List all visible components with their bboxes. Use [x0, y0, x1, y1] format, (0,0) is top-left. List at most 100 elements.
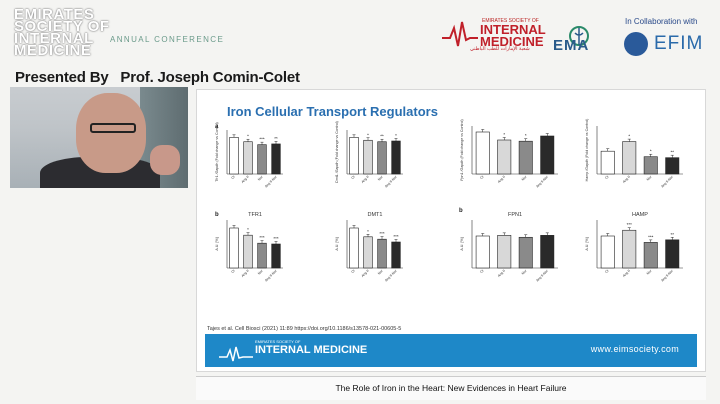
significance-label: *: [503, 132, 505, 137]
collaboration-label: In Collaboration with: [625, 17, 698, 26]
bar: [475, 235, 490, 269]
significance-label: **: [274, 136, 278, 141]
significance-label: ***: [259, 235, 265, 240]
bar: [349, 227, 359, 269]
bar: [497, 139, 512, 175]
y-axis-label: Dmt1 /Gapdh (Fold change vs Control): [335, 121, 339, 183]
bar: [363, 139, 373, 175]
category-label: Ct: [604, 269, 609, 274]
bar: [391, 140, 401, 175]
footer-small-text: EMIRATES SOCIETY OF: [255, 339, 301, 344]
bar: [243, 141, 253, 175]
bar: [257, 144, 267, 175]
category-label: Nor: [257, 268, 264, 275]
category-label: Ang II-Nor: [384, 268, 398, 282]
significance-label: *: [367, 132, 369, 137]
bar: [349, 137, 359, 175]
significance-label: *: [628, 134, 630, 139]
chart-title: DMT1: [368, 212, 383, 218]
talk-title: The Role of Iron in the Heart: New Evide…: [335, 383, 567, 393]
category-label: Nor: [646, 268, 653, 275]
panel-letter: b: [215, 212, 219, 218]
footer-url: www.eimsociety.com: [590, 344, 679, 354]
significance-label: ***: [259, 137, 265, 142]
bar: [665, 157, 680, 175]
category-label: Nor: [521, 174, 528, 181]
bar: [377, 141, 387, 175]
talk-caption-bar: The Role of Iron in the Heart: New Evide…: [196, 376, 706, 400]
category-label: Ang II: [361, 269, 370, 278]
footer-heartbeat-icon: [219, 346, 253, 362]
category-label: Ang II: [241, 269, 250, 278]
eim-arabic-text: شعبة الإمارات للطب الباطني: [470, 46, 530, 52]
presenter-line: Presented By Prof. Joseph Comin-Colet: [15, 69, 300, 86]
glasses: [90, 123, 136, 133]
category-label: Ct: [350, 175, 355, 180]
significance-label: **: [670, 232, 674, 237]
category-label: Ang II: [361, 175, 370, 184]
category-label: Ang II: [241, 175, 250, 184]
society-line-3: INTERNAL: [14, 30, 94, 47]
bar: [497, 235, 512, 269]
category-label: Ang II: [622, 175, 631, 184]
significance-label: *: [247, 227, 249, 232]
category-label: Ang II: [497, 175, 506, 184]
footer-big-text: INTERNAL MEDICINE: [255, 344, 368, 356]
category-label: Ang II: [622, 269, 631, 278]
bar: [229, 227, 239, 269]
category-label: Nor: [521, 268, 528, 275]
category-label: Ct: [479, 175, 484, 180]
category-label: Ct: [604, 175, 609, 180]
bar: [540, 235, 555, 269]
society-line-2: SOCIETY OF: [14, 18, 110, 35]
significance-label: ***: [273, 236, 279, 241]
category-label: Ang II-Nor: [535, 174, 549, 188]
presenter-head: [76, 93, 146, 173]
society-logo: EMIRATES SOCIETY OF INTERNAL MEDICINE: [14, 6, 110, 59]
category-label: Ct: [230, 269, 235, 274]
significance-label: *: [395, 133, 397, 138]
category-label: Ang II-Nor: [384, 174, 398, 188]
presenter-webcam: [10, 87, 188, 188]
efim-globe-icon: [624, 32, 648, 56]
eim-small-text: EMIRATES SOCIETY OF: [482, 18, 539, 24]
efim-label: EFIM: [654, 33, 704, 54]
bar: [377, 238, 387, 269]
panel-letter: a: [215, 124, 219, 130]
category-label: Nor: [646, 174, 653, 181]
presentation-slide: Iron Cellular Transport Regulators a b b Tf…: [196, 89, 706, 372]
slide-footer: EMIRATES SOCIETY OF INTERNAL MEDICINE ww…: [205, 334, 697, 367]
eim-big-text: INTERNAL MEDICINE: [480, 22, 546, 49]
significance-label: **: [670, 150, 674, 155]
bar: [600, 150, 615, 175]
category-label: Ct: [479, 269, 484, 274]
presenter-prefix: Presented By: [15, 69, 109, 86]
significance-label: **: [380, 134, 384, 139]
panel-letter: b: [459, 208, 463, 214]
eim-heartbeat-icon: [442, 21, 478, 47]
category-label: Ang II-Nor: [264, 268, 278, 282]
bar: [518, 140, 533, 175]
category-label: Ang II-Nor: [660, 174, 674, 188]
bar: [257, 242, 267, 269]
presenter-name: Prof. Joseph Comin-Colet: [120, 69, 300, 86]
chart-title: FPN1: [508, 212, 522, 218]
slide-title: Iron Cellular Transport Regulators: [227, 104, 438, 119]
y-axis-label: Tfr1 /Gapdh (Fold change vs Control): [215, 122, 219, 182]
society-line-1: EMIRATES: [14, 6, 95, 23]
significance-label: *: [650, 149, 652, 154]
category-label: Ang II-Nor: [660, 268, 674, 282]
significance-label: *: [525, 133, 527, 138]
ema-emblem-icon: [569, 26, 589, 46]
category-label: Ct: [350, 269, 355, 274]
charts-canvas: a b b Tfr1 /Gapdh (Fold change vs Control) C…: [215, 119, 683, 283]
significance-label: ***: [379, 231, 385, 236]
y-axis-label: A.U. [%]: [585, 237, 589, 250]
presenter-hand: [150, 145, 180, 175]
society-line-4: MEDICINE: [14, 42, 92, 59]
ema-label: EMA: [553, 37, 590, 54]
y-axis-label: A.U. [%]: [335, 237, 339, 250]
bar: [518, 236, 533, 269]
significance-label: ***: [627, 222, 633, 227]
